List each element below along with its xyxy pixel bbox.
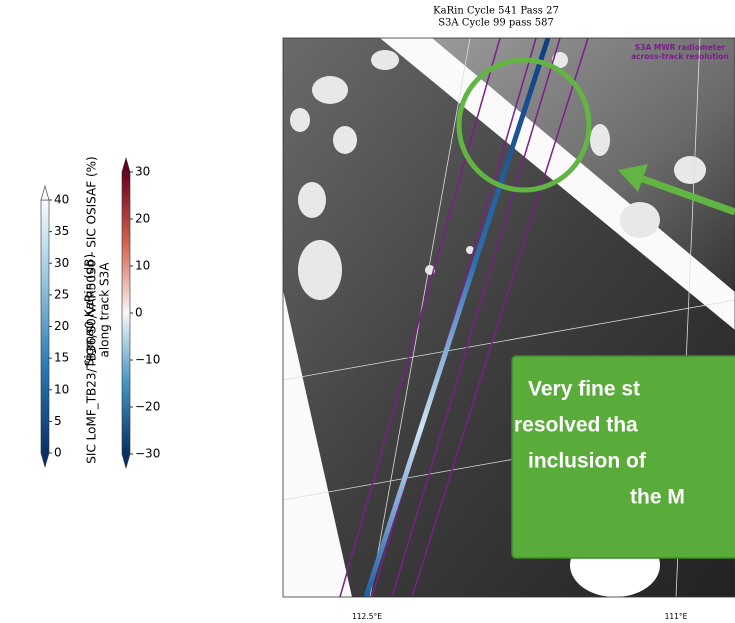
colorbar-label: along track S3A xyxy=(98,262,112,358)
page: KaRin Cycle 541 Pass 27 S3A Cycle 99 pas… xyxy=(0,0,735,623)
colorbar xyxy=(122,172,130,454)
callout-text: resolved tha xyxy=(514,414,638,437)
colorbar-tick-label: 35 xyxy=(54,224,69,238)
colorbar-extend xyxy=(41,186,49,200)
colorbar-tick-label: 40 xyxy=(54,193,69,207)
figure: KaRin Cycle 541 Pass 27 S3A Cycle 99 pas… xyxy=(0,0,735,623)
colorbar-label: SIC LoMF_TB23/TB36/S0/VAR50S0 - SIC OSIS… xyxy=(85,156,99,463)
colorbar-tick-label: 10 xyxy=(135,259,150,273)
colorbar-tick-label: −20 xyxy=(135,400,160,414)
colorbar xyxy=(41,200,49,453)
colorbar-tick-label: −30 xyxy=(135,447,160,461)
colorbar-tick-label: 10 xyxy=(54,382,69,396)
lon-label: 111°E xyxy=(665,612,688,621)
colorbar-extend xyxy=(122,158,130,172)
colorbar-tick-label: 0 xyxy=(54,446,62,460)
lon-label: 112.5°E xyxy=(352,612,382,621)
colorbar-tick-label: −10 xyxy=(135,353,160,367)
title-line: KaRin Cycle 541 Pass 27 xyxy=(433,6,559,17)
colorbar-tick-label: 20 xyxy=(135,212,150,226)
callout-text: Very fine st xyxy=(528,378,640,401)
colorbar-tick-label: 30 xyxy=(54,256,69,270)
colorbar-tick-label: 25 xyxy=(54,287,69,301)
callout-text: the M xyxy=(630,486,685,509)
inset-label: S3A MWR radiometer xyxy=(635,43,726,52)
colorbar-tick-label: 30 xyxy=(135,165,150,179)
colorbar-extend xyxy=(122,454,130,468)
callout-text: inclusion of xyxy=(528,450,647,473)
colorbar-tick-label: 20 xyxy=(54,319,69,333)
colorbar-tick-label: 5 xyxy=(54,414,62,428)
colorbar-tick-label: 15 xyxy=(54,351,69,365)
colorbar-tick-label: 0 xyxy=(135,306,143,320)
colorbar-extend xyxy=(41,453,49,467)
inset-label: across-track resolution xyxy=(631,52,729,61)
title-line: S3A Cycle 99 pass 587 xyxy=(438,18,554,29)
